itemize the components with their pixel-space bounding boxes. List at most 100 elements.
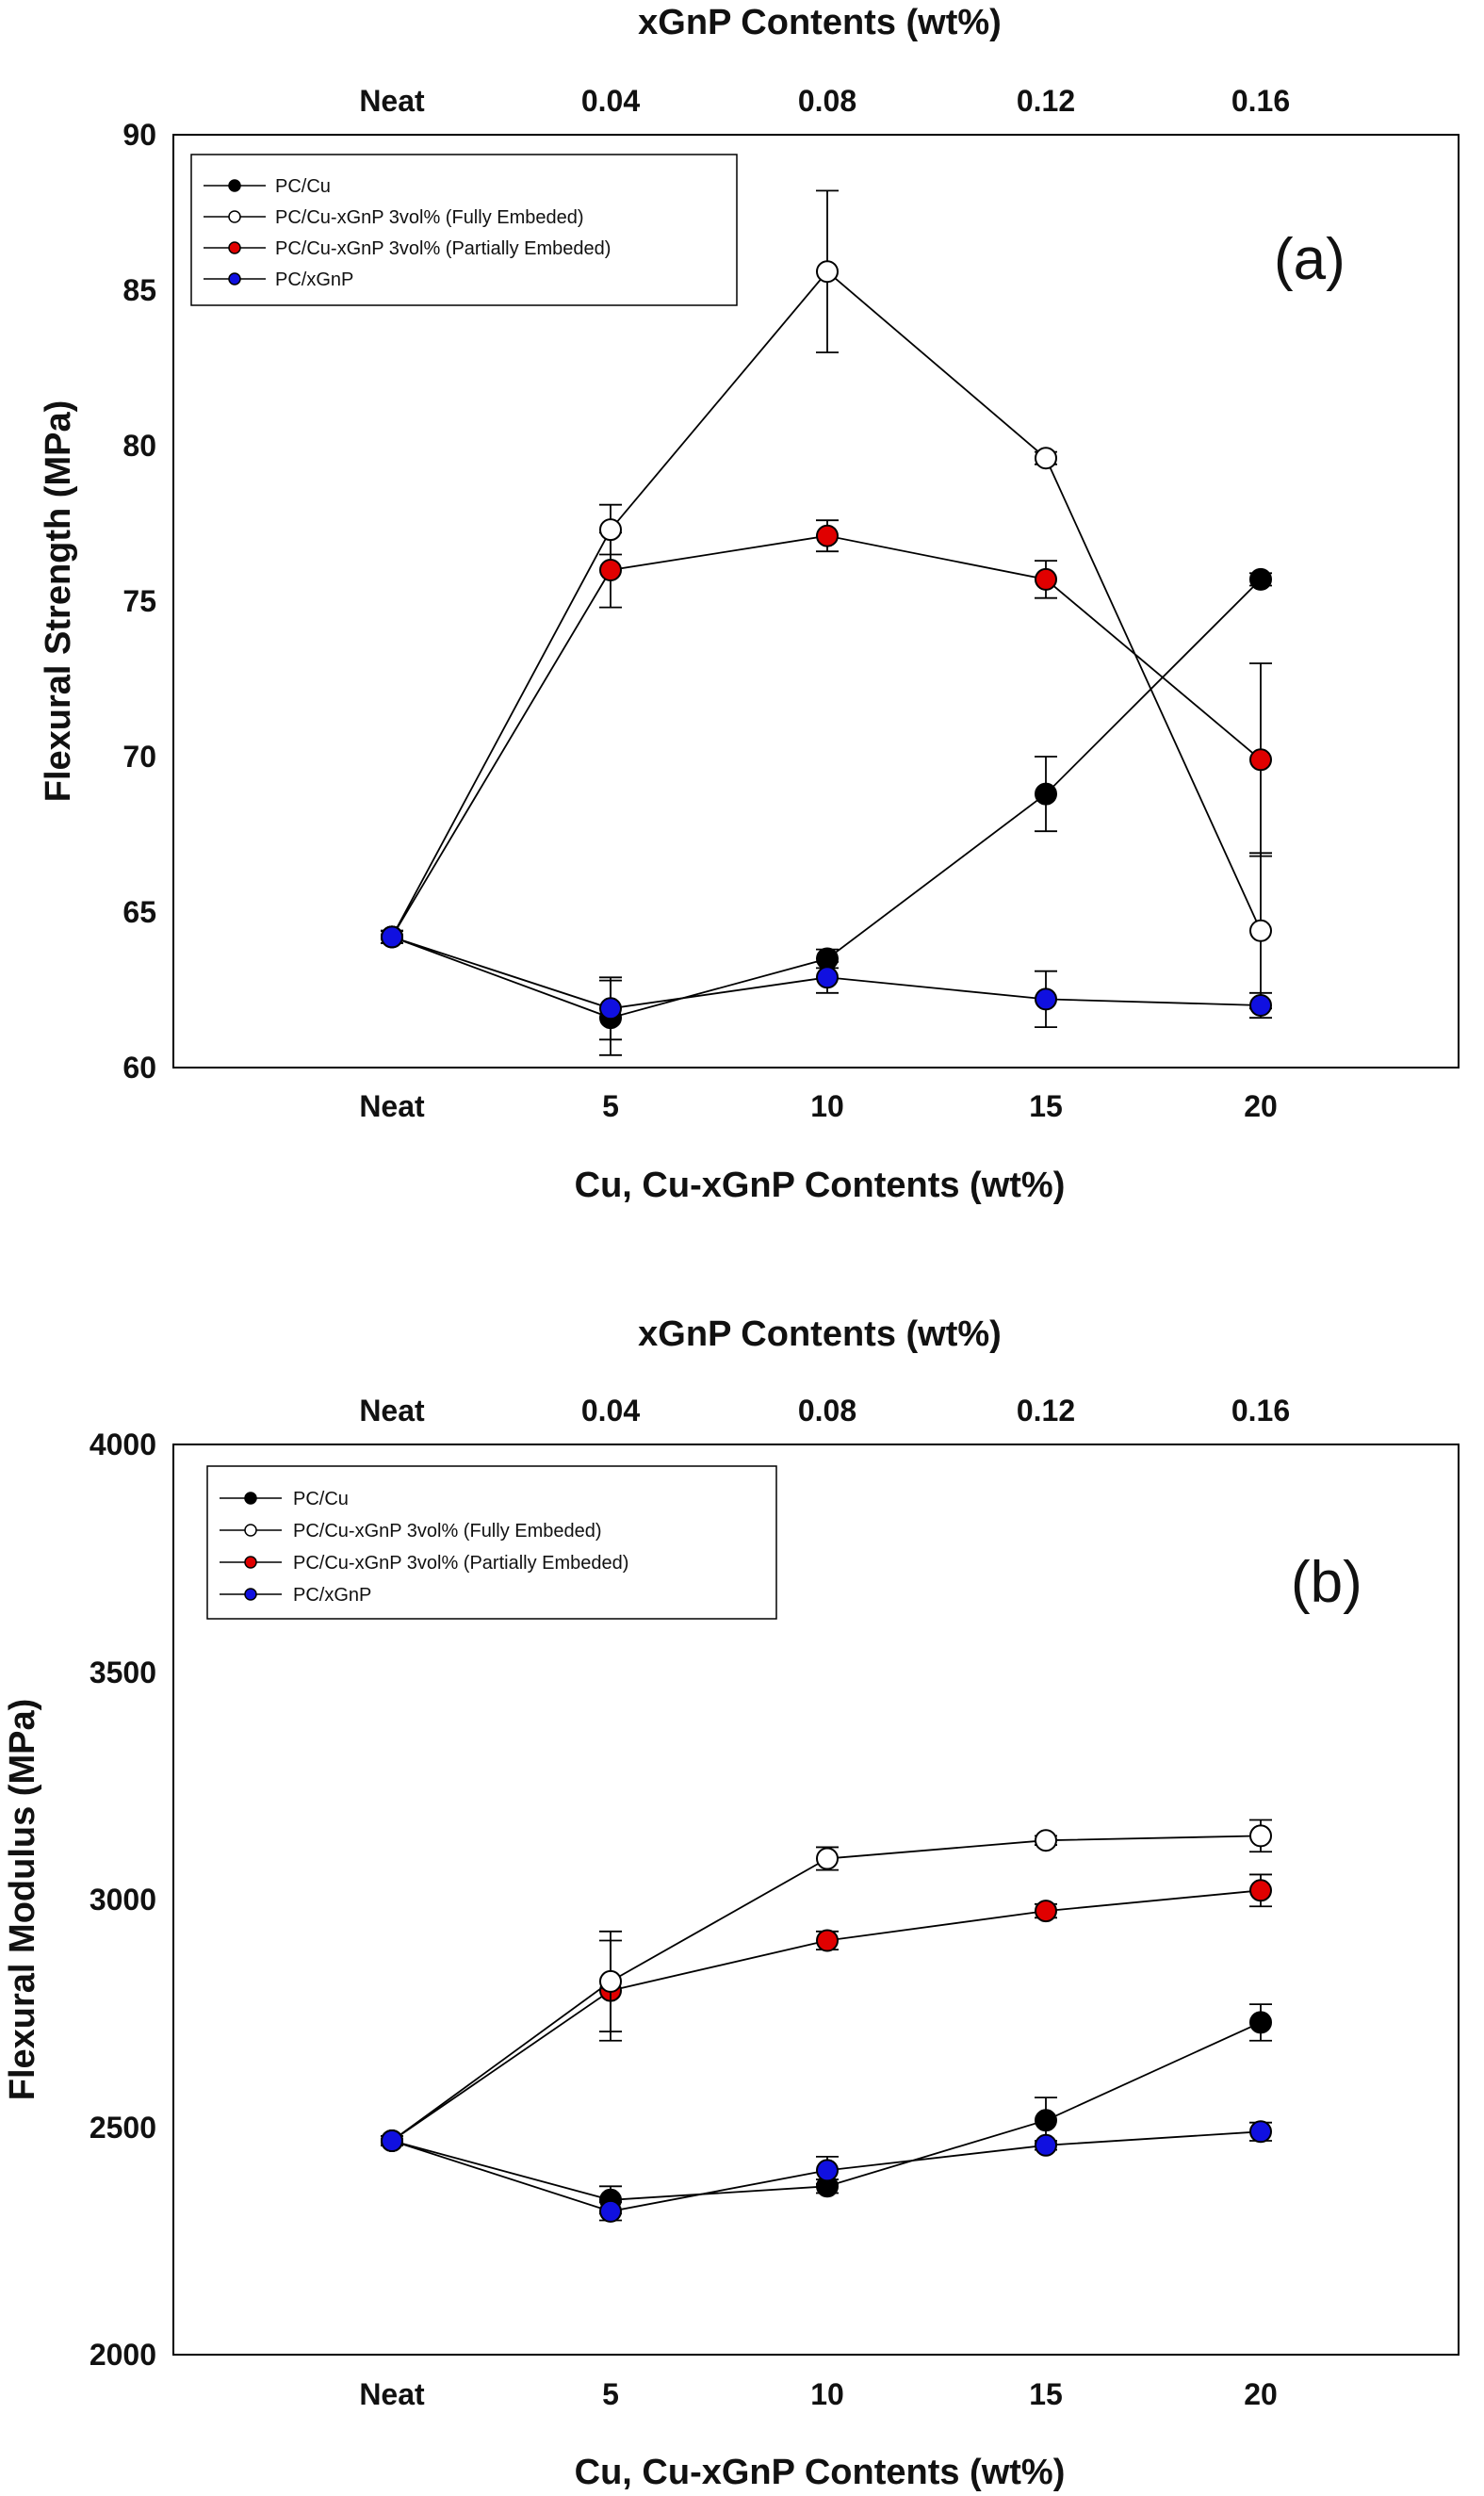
panel-a-top-tick-label: 0.16 [1231, 84, 1290, 118]
panel-a-y-tick-labels: 60 65 70 75 80 85 90 [122, 118, 156, 1085]
panel-a-legend-marker [228, 179, 241, 192]
panel-a: xGnP Contents (wt%) Neat 0.04 0.08 0.12 … [39, 3, 1460, 1205]
panel-a-x-tick-labels: Neat 5 10 15 20 [359, 1089, 1277, 1123]
panel-b-legend-label: PC/Cu-xGnP 3vol% (Partially Embeded) [293, 1553, 628, 1574]
panel-a-legend-marker [228, 272, 241, 285]
panel-a-top-axis-title: xGnP Contents (wt%) [638, 3, 1002, 42]
panel-a-legend-marker [228, 241, 241, 254]
panel-a-y-tick-label: 65 [122, 895, 156, 929]
panel-b-pc-xgnp-point [381, 2129, 403, 2152]
panel-a-pc-xgnp-point [816, 966, 839, 989]
panel-a-plot-frame [172, 134, 1460, 1069]
panel-a-x-tick-label: 20 [1244, 1089, 1278, 1123]
panel-b-x-tick-label: 5 [602, 2377, 619, 2411]
panel-b-label: (b) [1291, 1550, 1362, 1615]
panel-b-y-tick-label: 3500 [90, 1656, 156, 1689]
panel-b-y-tick-label: 2500 [90, 2111, 156, 2145]
panel-a-y-tick-label: 75 [122, 584, 156, 618]
panel-b-y-tick-label: 2000 [90, 2338, 156, 2372]
panel-b-pc-xgnp-point [816, 2159, 839, 2182]
panel-a-partially-embedded-line [391, 534, 1262, 938]
panel-a-pc-xgnp-point [381, 925, 403, 949]
panel-a-legend-label: PC/Cu [275, 176, 331, 197]
panel-b-legend-entry: PC/Cu-xGnP 3vol% (Fully Embeded) [220, 1521, 602, 1542]
panel-a-x-tick-label: 10 [810, 1089, 844, 1123]
panel-a-pc-xgnp-point [1249, 994, 1272, 1017]
panel-a-top-tick-label: 0.04 [581, 84, 640, 118]
panel-b-x-tick-label: 20 [1244, 2377, 1278, 2411]
panel-a-fully-embedded-line [391, 269, 1262, 938]
panel-b-legend-marker [244, 1588, 257, 1601]
panel-b-y-tick-label: 4000 [90, 1427, 156, 1461]
panel-b-top-tick-label: 0.12 [1017, 1394, 1075, 1427]
panel-b-fully-embedded-point [599, 1969, 622, 1993]
panel-b-x-tick-labels: Neat 5 10 15 20 [359, 2377, 1277, 2411]
panel-a-x-tick-label: 5 [602, 1089, 619, 1123]
panel-b-partially-embedded-point [816, 1929, 839, 1952]
panel-b-legend-label: PC/xGnP [293, 1585, 371, 1606]
panel-b-partially-embedded-line [391, 1889, 1262, 2142]
panel-b-pc-xgnp-point [1249, 2120, 1272, 2144]
panel-b-y-axis-title: Flexural Modulus (MPa) [3, 1699, 42, 2100]
panel-a-legend: PC/Cu PC/Cu-xGnP 3vol% (Fully Embeded) P… [190, 154, 738, 306]
panel-b-pc-cu-point [1035, 2109, 1057, 2132]
panel-b-fully-embedded-point [1249, 1824, 1272, 1848]
panel-a-fully-embedded-point [816, 260, 839, 284]
panel-a-y-tick-label: 70 [122, 740, 156, 774]
panel-b-y-tick-label: 3000 [90, 1883, 156, 1917]
panel-b-x-tick-label: Neat [359, 2377, 425, 2411]
panel-a-x-axis-title: Cu, Cu-xGnP Contents (wt%) [575, 1166, 1066, 1205]
panel-b-legend-marker [244, 1524, 257, 1537]
panel-b-pc-cu-point [1249, 2011, 1272, 2034]
panel-a-legend-entry: PC/Cu [204, 176, 331, 197]
panel-b-x-tick-label: 10 [810, 2377, 844, 2411]
panel-a-pc-cu-point [1249, 567, 1272, 591]
panel-a-legend-label: PC/xGnP [275, 269, 353, 290]
panel-a-partially-embedded-point [816, 524, 839, 547]
panel-b-top-axis-title: xGnP Contents (wt%) [638, 1314, 1002, 1354]
panel-a-x-tick-label: Neat [359, 1089, 425, 1123]
panel-a-fully-embedded-point [1035, 447, 1057, 470]
panel-b-fully-embedded-point [816, 1847, 839, 1870]
panel-b-partially-embedded-point [1249, 1879, 1272, 1902]
panel-a-y-tick-label: 90 [122, 118, 156, 152]
panel-b: xGnP Contents (wt%) Neat 0.04 0.08 0.12 … [3, 1314, 1460, 2492]
panel-a-label: (a) [1274, 227, 1345, 292]
panel-a-legend-label: PC/Cu-xGnP 3vol% (Fully Embeded) [275, 207, 584, 228]
panel-a-y-tick-label: 60 [122, 1051, 156, 1085]
panel-b-fully-embedded-line [391, 1835, 1262, 2142]
panel-b-partially-embedded-point [1035, 1900, 1057, 1923]
panel-a-fully-embedded-point [599, 518, 622, 542]
panel-b-pc-xgnp-point [599, 2199, 622, 2223]
panel-a-partially-embedded-point [599, 559, 622, 581]
panel-b-top-tick-label: 0.08 [798, 1394, 856, 1427]
panel-b-legend-entry: PC/Cu [220, 1489, 349, 1509]
panel-a-fully-embedded-point [1249, 919, 1272, 942]
panel-b-legend-label: PC/Cu-xGnP 3vol% (Fully Embeded) [293, 1521, 602, 1542]
panel-a-legend-label: PC/Cu-xGnP 3vol% (Partially Embeded) [275, 238, 611, 259]
panel-a-legend-box [190, 154, 738, 306]
panel-b-legend-box [206, 1465, 777, 1620]
panel-a-pc-xgnp-point [599, 997, 622, 1020]
panel-b-fully-embedded-point [1035, 1829, 1057, 1852]
panel-a-y-axis-title: Flexural Strength (MPa) [39, 400, 78, 803]
panel-a-top-tick-labels: Neat 0.04 0.08 0.12 0.16 [359, 84, 1290, 118]
panel-b-legend-entry: PC/xGnP [220, 1585, 371, 1606]
panel-a-y-tick-label: 80 [122, 429, 156, 463]
panel-a-legend-entry: PC/xGnP [204, 269, 353, 290]
panel-a-x-tick-label: 15 [1029, 1089, 1063, 1123]
panel-b-data-marks [381, 1819, 1272, 2223]
panel-b-x-axis-title: Cu, Cu-xGnP Contents (wt%) [575, 2453, 1066, 2492]
panel-a-partially-embedded-point [1035, 567, 1057, 591]
panel-b-legend-marker [244, 1492, 257, 1505]
panel-a-top-tick-label: 0.12 [1017, 84, 1075, 118]
panel-a-top-tick-label: 0.08 [798, 84, 856, 118]
panel-a-y-tick-label: 85 [122, 273, 156, 307]
panel-b-legend: PC/Cu PC/Cu-xGnP 3vol% (Fully Embeded) P… [206, 1465, 777, 1620]
panel-b-plot-frame [172, 1444, 1460, 2356]
panel-b-top-tick-label: 0.04 [581, 1394, 640, 1427]
panel-b-top-tick-labels: Neat 0.04 0.08 0.12 0.16 [359, 1394, 1290, 1427]
panel-a-top-tick-label: Neat [359, 84, 425, 118]
panel-b-x-tick-label: 15 [1029, 2377, 1063, 2411]
